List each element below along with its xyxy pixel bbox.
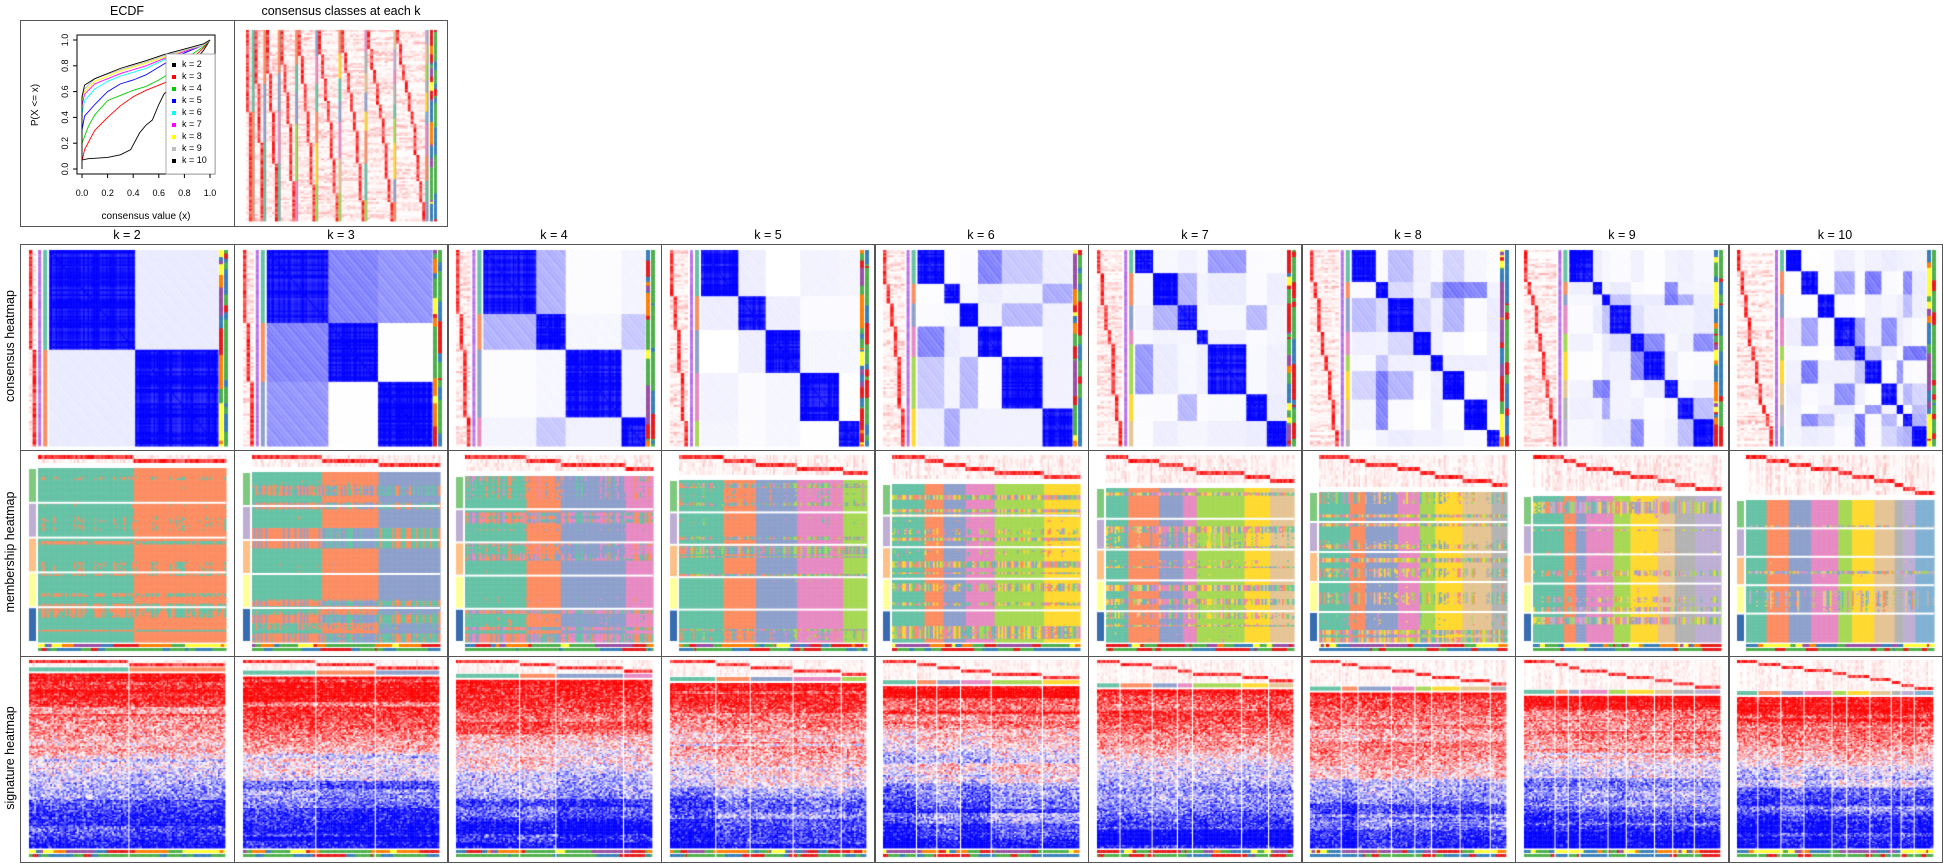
row-label-signature: signature heatmap bbox=[3, 706, 17, 810]
membership-heatmap-k6 bbox=[874, 450, 1088, 656]
consensus-classes-title: consensus classes at each k bbox=[261, 4, 421, 18]
signature-heatmap-k10 bbox=[1728, 656, 1942, 862]
panel-title-k9: k = 9 bbox=[1608, 228, 1636, 242]
ecdf-plot: k = 2 k = 3 k = 4 k = 5 k = 6 k = 7 k = 8 k = 9… bbox=[30, 34, 217, 222]
y-tick-label: 0.6 bbox=[60, 85, 70, 98]
ecdf-xlabel: consensus value (x) bbox=[102, 211, 191, 222]
membership-heatmap-k4 bbox=[447, 450, 661, 656]
membership-heatmap-k2 bbox=[20, 450, 234, 656]
legend-swatch-k2 bbox=[172, 63, 176, 67]
x-tick-label: 0.4 bbox=[127, 188, 140, 198]
legend-label-k9: k = 9 bbox=[182, 143, 202, 153]
y-tick-label: 1.0 bbox=[60, 34, 70, 47]
ecdf-legend: k = 2 k = 3 k = 4 k = 5 k = 6 k = 7 k = 8 k = 9… bbox=[165, 53, 216, 175]
panel-title-k3: k = 3 bbox=[327, 228, 355, 242]
membership-heatmap-k9 bbox=[1515, 450, 1729, 656]
legend-label-k7: k = 7 bbox=[182, 119, 202, 129]
consensus-heatmap-k9 bbox=[1515, 244, 1729, 450]
consensus-heatmap-k3 bbox=[234, 244, 448, 450]
consensus-heatmap-k4 bbox=[447, 244, 661, 450]
signature-heatmap-k2 bbox=[20, 656, 234, 862]
y-tick-label: 0.2 bbox=[60, 137, 70, 150]
legend-label-k6: k = 6 bbox=[182, 107, 202, 117]
panel-title-k8: k = 8 bbox=[1394, 228, 1422, 242]
panel-title-k6: k = 6 bbox=[967, 228, 995, 242]
signature-heatmap-k5 bbox=[661, 656, 875, 862]
y-tick-label: 0.0 bbox=[60, 163, 70, 176]
signature-heatmap-k7 bbox=[1088, 656, 1302, 862]
legend-swatch-k5 bbox=[172, 99, 176, 103]
consensus-heatmap-k7 bbox=[1088, 244, 1302, 450]
row-label-membership: membership heatmap bbox=[3, 491, 17, 613]
ecdf-line-k9 bbox=[81, 39, 211, 169]
legend-swatch-k8 bbox=[172, 135, 176, 139]
ecdf-ylabel: P(X <= x) bbox=[30, 84, 41, 126]
membership-heatmap-k10 bbox=[1728, 450, 1942, 656]
ecdf-line-k7 bbox=[81, 39, 211, 169]
ecdf-line-k10 bbox=[81, 39, 211, 169]
legend-label-k4: k = 4 bbox=[182, 83, 202, 93]
legend-swatch-k6 bbox=[172, 111, 176, 115]
consensus-heatmap-k8 bbox=[1301, 244, 1515, 450]
ecdf-line-k5 bbox=[81, 39, 211, 169]
consensus-heatmap-k10 bbox=[1728, 244, 1942, 450]
y-tick-label: 0.4 bbox=[60, 111, 70, 124]
legend-label-k2: k = 2 bbox=[182, 59, 202, 69]
signature-heatmap-k3 bbox=[234, 656, 448, 862]
signature-heatmap-k9 bbox=[1515, 656, 1729, 862]
legend-swatch-k3 bbox=[172, 75, 176, 79]
signature-heatmap-k8 bbox=[1301, 656, 1515, 862]
membership-heatmap-k5 bbox=[661, 450, 875, 656]
x-tick-label: 0.6 bbox=[153, 188, 166, 198]
consensus-heatmap-k5 bbox=[661, 244, 875, 450]
membership-heatmap-k8 bbox=[1301, 450, 1515, 656]
panel-title-k5: k = 5 bbox=[754, 228, 782, 242]
signature-heatmap-k4 bbox=[447, 656, 661, 862]
panel-title-k10: k = 10 bbox=[1817, 228, 1853, 242]
signature-heatmap-k6 bbox=[874, 656, 1088, 862]
consensus-heatmap-k2 bbox=[20, 244, 234, 450]
legend-label-k5: k = 5 bbox=[182, 95, 202, 105]
ecdf-title: ECDF bbox=[109, 4, 145, 18]
panel-title-k4: k = 4 bbox=[540, 228, 568, 242]
x-tick-label: 0.8 bbox=[178, 188, 191, 198]
legend-label-k3: k = 3 bbox=[182, 71, 202, 81]
panel-title-k2: k = 2 bbox=[113, 228, 141, 242]
panel-title-k7: k = 7 bbox=[1181, 228, 1209, 242]
legend-swatch-k10 bbox=[172, 159, 176, 163]
x-tick-label: 0.0 bbox=[76, 188, 89, 198]
membership-heatmap-k3 bbox=[234, 450, 448, 656]
x-tick-label: 0.2 bbox=[101, 188, 114, 198]
consensus-classes-heatmap bbox=[234, 20, 448, 227]
legend-swatch-k9 bbox=[172, 147, 176, 151]
x-tick-label: 1.0 bbox=[204, 188, 217, 198]
membership-heatmap-k7 bbox=[1088, 450, 1302, 656]
row-label-consensus: consensus heatmap bbox=[3, 290, 17, 402]
y-tick-label: 0.8 bbox=[60, 60, 70, 73]
legend-label-k10: k = 10 bbox=[182, 155, 207, 165]
legend-swatch-k7 bbox=[172, 123, 176, 127]
consensus-heatmap-k6 bbox=[874, 244, 1088, 450]
legend-swatch-k4 bbox=[172, 87, 176, 91]
legend-label-k8: k = 8 bbox=[182, 131, 202, 141]
